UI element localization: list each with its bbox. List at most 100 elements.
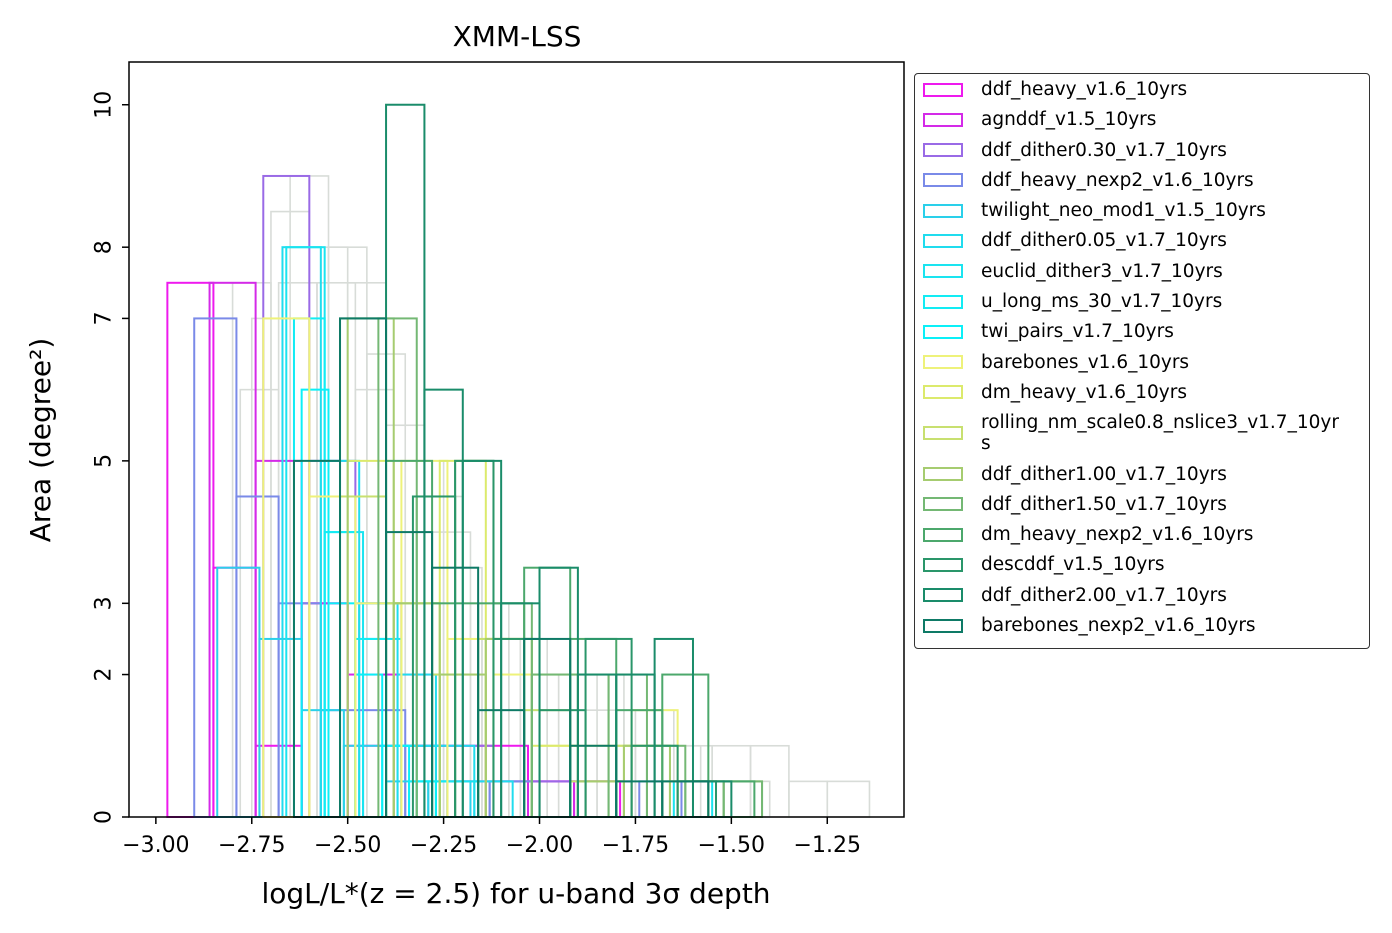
legend-swatch bbox=[923, 557, 963, 572]
histogram-bar bbox=[166, 281, 215, 818]
x-tick-label: −2.25 bbox=[410, 833, 477, 858]
histogram-bar bbox=[680, 780, 725, 818]
legend-label: twilight_neo_mod1_v1.5_10yrs bbox=[981, 200, 1266, 222]
x-tick-label: −1.50 bbox=[698, 833, 765, 858]
legend-swatch bbox=[923, 324, 963, 339]
legend-label: ddf_heavy_v1.6_10yrs bbox=[981, 79, 1188, 100]
legend-label: dm_heavy_v1.6_10yrs bbox=[981, 381, 1187, 403]
legend-item: ddf_dither1.00_v1.7_10yrs bbox=[923, 464, 1369, 485]
legend-item: ddf_dither2.00_v1.7_10yrs bbox=[923, 585, 1369, 606]
x-axis-ticks: −3.00 −2.75 −2.50 −2.25 −2.00 −1.75 −1.50 −1.25 bbox=[122, 817, 861, 858]
legend-item: ddf_dither1.50_v1.7_10yrs bbox=[923, 494, 1369, 515]
legend-swatch bbox=[923, 588, 963, 603]
y-axis-label: Area (degree²) bbox=[24, 338, 57, 543]
histogram-bar bbox=[484, 780, 530, 818]
histogram-bar bbox=[319, 709, 365, 819]
legend-item: descddf_v1.5_10yrs bbox=[923, 554, 1369, 575]
legend-swatch bbox=[923, 426, 963, 441]
legend-swatch bbox=[923, 143, 963, 158]
legend-swatch bbox=[923, 233, 963, 248]
y-tick-label: 5 bbox=[92, 454, 117, 468]
legend-swatch bbox=[923, 203, 963, 218]
histogram-bar bbox=[285, 246, 326, 819]
legend-item: barebones_v1.6_10yrs bbox=[923, 352, 1369, 373]
histogram-bar bbox=[411, 495, 457, 818]
legend-swatch bbox=[923, 618, 963, 633]
legend-label: descddf_v1.5_10yrs bbox=[981, 554, 1165, 576]
legend-item: dm_heavy_nexp2_v1.6_10yrs bbox=[923, 524, 1369, 545]
legend-item: dm_heavy_v1.6_10yrs bbox=[923, 382, 1369, 403]
legend-label: ddf_dither1.50_v1.7_10yrs bbox=[981, 493, 1227, 515]
legend-label: euclid_dither3_v1.7_10yrs bbox=[981, 260, 1223, 282]
histogram-bar bbox=[300, 709, 345, 819]
legend-item: barebones_nexp2_v1.6_10yrs bbox=[923, 615, 1369, 636]
chart-title: XMM-LSS bbox=[453, 20, 582, 53]
histogram-bar bbox=[342, 744, 388, 818]
legend-label: barebones_v1.6_10yrs bbox=[981, 351, 1190, 373]
y-axis-ticks: 0 2 3 5 7 8 10 bbox=[92, 91, 129, 824]
legend-label: agnddf_v1.5_10yrs bbox=[981, 109, 1157, 131]
legend-label: ddf_dither2.00_v1.7_10yrs bbox=[981, 584, 1227, 606]
legend-item: rolling_nm_scale0.8_nslice3_v1.7_10yrs bbox=[923, 412, 1369, 454]
y-tick-label: 3 bbox=[92, 596, 117, 610]
legend-item: ddf_heavy_v1.6_10yrs bbox=[923, 79, 1369, 100]
background-bar-28 bbox=[788, 780, 829, 818]
x-tick-label: −2.75 bbox=[218, 833, 285, 858]
y-tick-label: 10 bbox=[92, 91, 117, 119]
x-tick-label: −1.75 bbox=[602, 833, 669, 858]
legend-swatch bbox=[923, 82, 963, 97]
histogram-bar bbox=[216, 566, 261, 818]
x-tick-label: −3.00 bbox=[122, 833, 189, 858]
y-tick-label: 0 bbox=[92, 810, 117, 824]
legend-swatch bbox=[923, 294, 963, 309]
histogram-bar bbox=[446, 780, 491, 818]
background-bar-31 bbox=[277, 282, 318, 818]
legend-label: twi_pairs_v1.7_10yrs bbox=[981, 321, 1174, 343]
histogram-bar bbox=[235, 495, 280, 818]
series-histogram-layer bbox=[166, 103, 764, 819]
histogram-bar bbox=[684, 780, 725, 818]
plot-frame bbox=[128, 61, 905, 818]
legend-swatch bbox=[923, 173, 963, 188]
legend-item: u_long_ms_30_v1.7_10yrs bbox=[923, 291, 1369, 312]
background-bar-29 bbox=[826, 780, 871, 818]
legend-swatch bbox=[923, 467, 963, 482]
x-tick-label: −1.25 bbox=[794, 833, 861, 858]
histogram-bar bbox=[676, 780, 718, 818]
legend-label: ddf_heavy_nexp2_v1.6_10yrs bbox=[981, 169, 1254, 191]
histogram-bar bbox=[362, 709, 407, 819]
histogram-bar bbox=[488, 780, 533, 818]
x-axis-label: logL/L*(z = 2.5) for u-band 3σ depth bbox=[261, 877, 770, 910]
legend-swatch bbox=[923, 385, 963, 400]
legend-label: ddf_dither0.05_v1.7_10yrs bbox=[981, 230, 1227, 252]
y-tick-label: 2 bbox=[92, 668, 117, 682]
histogram-bar bbox=[722, 780, 764, 818]
histogram-bar bbox=[212, 566, 257, 818]
legend-label: ddf_dither0.30_v1.7_10yrs bbox=[981, 139, 1227, 161]
legend-label: barebones_nexp2_v1.6_10yrs bbox=[981, 615, 1256, 637]
legend-label: rolling_nm_scale0.8_nslice3_v1.7_10yrs bbox=[981, 412, 1339, 455]
y-tick-label: 8 bbox=[92, 240, 117, 254]
legend-swatch bbox=[923, 112, 963, 127]
legend-item: ddf_heavy_nexp2_v1.6_10yrs bbox=[923, 170, 1369, 191]
legend-swatch bbox=[923, 527, 963, 542]
legend-item: euclid_dither3_v1.7_10yrs bbox=[923, 261, 1369, 282]
legend-swatch bbox=[923, 264, 963, 279]
histogram-bar bbox=[427, 780, 472, 818]
histogram-bar bbox=[527, 780, 576, 818]
legend-item: twilight_neo_mod1_v1.5_10yrs bbox=[923, 200, 1369, 221]
legend-label: ddf_dither1.00_v1.7_10yrs bbox=[981, 463, 1227, 485]
histogram-bar bbox=[385, 780, 430, 818]
background-bar-32 bbox=[316, 282, 357, 818]
legend-label: dm_heavy_nexp2_v1.6_10yrs bbox=[981, 524, 1254, 546]
legend-swatch bbox=[923, 355, 963, 370]
y-tick-label: 7 bbox=[92, 311, 117, 325]
histogram-bar bbox=[638, 780, 683, 818]
histogram-bar bbox=[527, 780, 576, 818]
legend-item: twi_pairs_v1.7_10yrs bbox=[923, 321, 1369, 342]
legend-item: agnddf_v1.5_10yrs bbox=[923, 109, 1369, 130]
histogram-bar bbox=[258, 637, 303, 818]
x-tick-label: −2.50 bbox=[314, 833, 381, 858]
